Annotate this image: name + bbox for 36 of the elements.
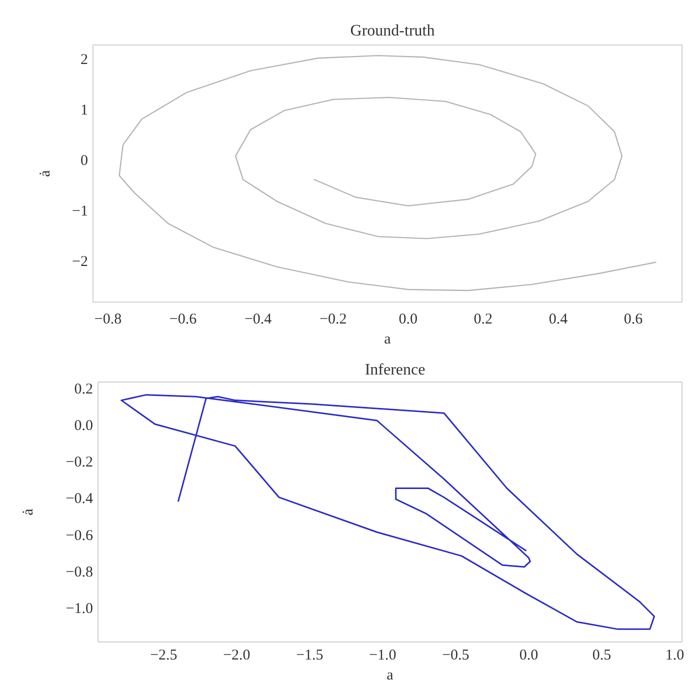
- y-tick-label: −0.4: [66, 491, 94, 508]
- y-tick-label: −1.0: [66, 601, 93, 618]
- x-tick-label: 0.5: [592, 648, 612, 664]
- x-tick-label: −0.2: [319, 312, 347, 328]
- x-tick-label: 0.4: [548, 312, 568, 328]
- y-axis-title: ȧ: [38, 170, 54, 177]
- y-tick-label: −0.2: [66, 454, 93, 471]
- y-tick-label: 0.2: [74, 381, 93, 398]
- x-tick-label: −0.4: [244, 312, 272, 328]
- y-axis-title: ȧ: [20, 508, 36, 516]
- x-tick-label: −1.5: [296, 648, 324, 664]
- y-tick-label: 0: [80, 152, 88, 169]
- x-tick-label: −0.5: [442, 648, 470, 664]
- x-tick-label: −0.8: [94, 312, 122, 328]
- y-tick-label: −0.8: [66, 564, 93, 580]
- y-tick-label: 2: [80, 52, 88, 68]
- x-tick-label: −2.5: [150, 648, 178, 664]
- x-tick-label: 1.0: [665, 648, 684, 664]
- x-tick-label: 0.0: [519, 648, 538, 664]
- y-tick-label: −1: [72, 203, 88, 220]
- x-tick-label: 0.2: [474, 312, 493, 328]
- x-tick-label: −1.0: [369, 648, 396, 664]
- x-tick-label: 0.0: [398, 312, 418, 328]
- x-axis-title: a: [384, 332, 392, 348]
- y-tick-label: 1: [80, 102, 88, 119]
- x-tick-label: −2.0: [223, 648, 250, 664]
- x-tick-label: −0.6: [169, 312, 198, 328]
- chart-title: Inference: [364, 362, 426, 378]
- y-tick-label: 0.0: [74, 418, 93, 434]
- line-series: [120, 394, 656, 630]
- x-tick-label: 0.6: [624, 312, 644, 328]
- chart-title: Ground-truth: [350, 22, 435, 40]
- line-series: [118, 54, 656, 292]
- y-tick-label: −0.6: [66, 528, 94, 544]
- y-tick-label: −2: [72, 254, 88, 270]
- x-axis-title: a: [386, 667, 394, 684]
